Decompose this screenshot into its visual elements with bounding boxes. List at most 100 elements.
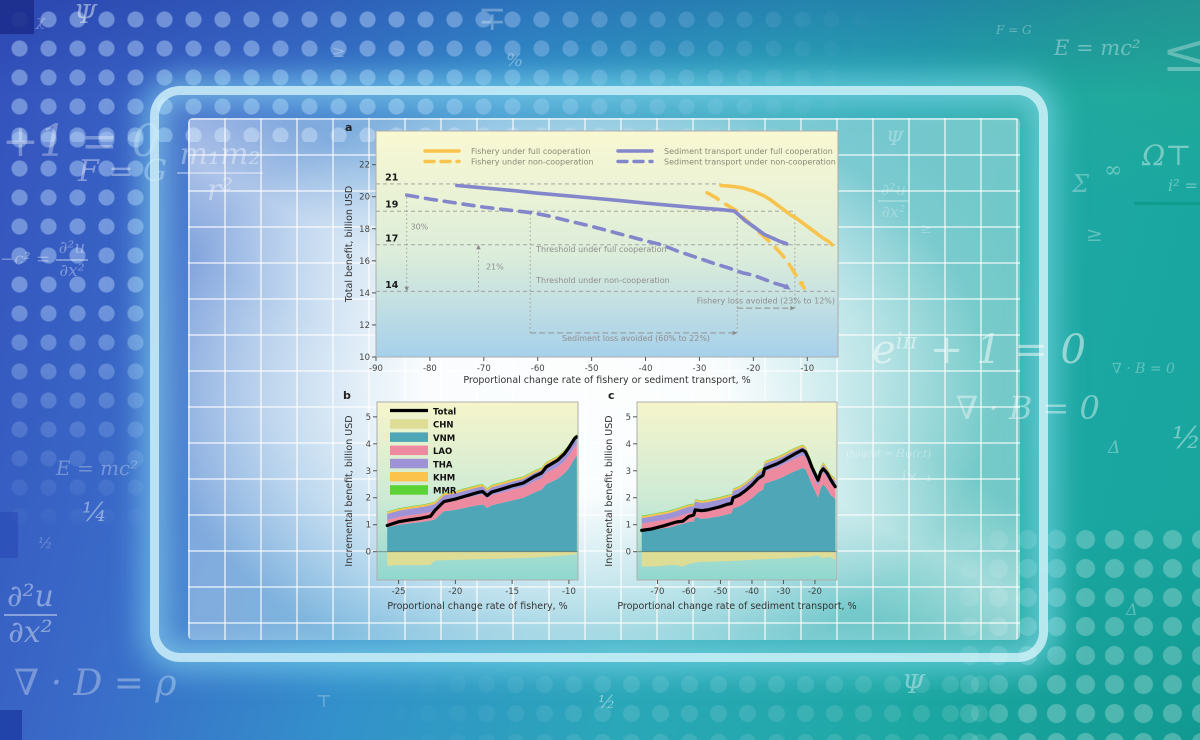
x-axis-label: Proportional change rate of sediment tra… xyxy=(617,601,856,612)
svg-text:-30: -30 xyxy=(777,587,791,597)
svg-text:THA: THA xyxy=(433,460,453,470)
svg-text:Fishery under non-cooperation: Fishery under non-cooperation xyxy=(471,158,594,167)
y-axis-label: Incremental benefit, billion USD xyxy=(604,415,615,566)
legend: Fishery under full cooperation Fishery un… xyxy=(423,147,836,167)
svg-text:12: 12 xyxy=(359,321,370,331)
svg-text:-10: -10 xyxy=(800,364,814,374)
panel-c-chart: -70 -60 -50 -40 -30 -20 0 1 2 3 4 5 Proportional cha… xyxy=(604,401,857,612)
y-axis-label: Incremental benefit, billion USD xyxy=(344,415,355,566)
annotation: Sediment loss avoided (60% to 22%) xyxy=(562,334,710,343)
math-formula: Δ xyxy=(1126,600,1138,619)
math-formula: i² = −1 xyxy=(1168,176,1200,195)
svg-text:-40: -40 xyxy=(639,364,653,374)
series-sediment-transport-under-full-cooperation xyxy=(455,183,789,246)
math-formula: % xyxy=(506,50,524,71)
panel-b-chart: Total CHN VNM LAO THA KHM MMR -25 -20 -15 -10 0 1 2 3 4… xyxy=(344,401,579,612)
math-formula: ∇ · D = ρ xyxy=(14,663,177,704)
math-formula: ½ xyxy=(1172,421,1200,456)
svg-text:-20: -20 xyxy=(746,364,760,374)
math-formula: ≤ xyxy=(1162,28,1200,80)
svg-text:-40: -40 xyxy=(745,587,759,597)
series-sediment-transport-under-non-cooperation xyxy=(404,193,793,292)
panel-a-chart: 21 19 17 14 30% 21% Threshold under full coope… xyxy=(344,130,839,386)
svg-text:-20: -20 xyxy=(448,587,462,597)
svg-text:MMR: MMR xyxy=(433,487,457,497)
threshold-value-label: 14 xyxy=(385,280,399,291)
decor-square xyxy=(0,710,22,740)
svg-text:18: 18 xyxy=(359,225,370,235)
svg-text:Fishery under full cooperation: Fishery under full cooperation xyxy=(471,147,591,156)
svg-text:Sediment transport under full: Sediment transport under full cooperatio… xyxy=(664,147,833,156)
svg-text:-80: -80 xyxy=(423,364,437,374)
svg-text:4: 4 xyxy=(366,440,371,450)
svg-text:-50: -50 xyxy=(714,587,728,597)
svg-text:-10: -10 xyxy=(562,587,576,597)
plot-border xyxy=(376,401,579,581)
svg-text:14: 14 xyxy=(359,289,370,299)
decor-square xyxy=(0,512,18,558)
svg-text:22: 22 xyxy=(359,161,370,171)
panel-label-b: b xyxy=(343,389,351,402)
legend: Total CHN VNM LAO THA KHM MMR xyxy=(390,408,457,497)
area-chn xyxy=(387,551,577,566)
svg-text:2: 2 xyxy=(366,494,371,504)
decor-line xyxy=(1134,202,1200,205)
annotation: 21% xyxy=(486,263,504,272)
series-fishery-under-full-cooperation xyxy=(719,183,834,247)
svg-text:-60: -60 xyxy=(682,587,696,597)
area-tha xyxy=(387,436,577,520)
math-formula: ⊤ xyxy=(316,692,332,712)
panel-label-c: c xyxy=(608,389,615,402)
svg-text:LAO: LAO xyxy=(433,447,452,457)
math-formula: ∇ · B = 0 xyxy=(1112,361,1175,377)
math-formula: −c² = ∂²u ∂x² xyxy=(0,240,89,280)
svg-text:2: 2 xyxy=(626,494,631,504)
panel-label-a: a xyxy=(345,121,353,134)
svg-text:1: 1 xyxy=(626,521,631,531)
math-formula: ∓ xyxy=(478,0,507,39)
threshold-value-label: 17 xyxy=(385,233,398,244)
x-axis-label: Proportional change rate of fishery, % xyxy=(387,601,567,612)
svg-text:Sediment transport under non-c: Sediment transport under non-cooperation xyxy=(664,158,836,167)
dot-pattern-left xyxy=(0,120,150,540)
svg-text:-20: -20 xyxy=(808,587,822,597)
dot-pattern-bottom xyxy=(380,665,1000,740)
svg-text:0: 0 xyxy=(626,548,631,558)
math-formula: E = mc² xyxy=(56,456,139,480)
svg-text:Total: Total xyxy=(433,408,456,418)
area-tha xyxy=(641,447,836,524)
plot-border xyxy=(375,130,839,358)
svg-text:3: 3 xyxy=(366,467,371,477)
math-formula: χ xyxy=(36,12,46,30)
svg-text:-50: -50 xyxy=(585,364,599,374)
svg-text:-70: -70 xyxy=(477,364,491,374)
math-formula: ∞ xyxy=(1104,158,1123,183)
svg-text:3: 3 xyxy=(626,467,631,477)
series-total xyxy=(385,435,579,528)
svg-text:5: 5 xyxy=(626,413,631,423)
math-formula: Σ xyxy=(1072,170,1089,198)
area-vnm xyxy=(641,468,836,552)
svg-text:-90: -90 xyxy=(369,364,383,374)
annotation: Fishery loss avoided (23% to 12%) xyxy=(697,296,835,305)
math-formula: Ω⊤ xyxy=(1142,139,1192,172)
math-formula: ≥ xyxy=(332,42,346,61)
svg-text:20: 20 xyxy=(359,193,370,203)
svg-text:-70: -70 xyxy=(651,587,665,597)
svg-text:-30: -30 xyxy=(693,364,707,374)
math-formula: ¼ xyxy=(82,498,108,528)
math-formula: Ψ xyxy=(902,670,925,700)
math-formula: ∂²u ∂x² xyxy=(4,582,57,648)
math-formula: F = G xyxy=(996,23,1032,37)
math-formula: Δ xyxy=(1108,438,1121,458)
svg-text:KHM: KHM xyxy=(433,474,455,484)
svg-text:CHN: CHN xyxy=(433,421,453,431)
decor-square xyxy=(0,0,34,34)
plot-background xyxy=(376,131,838,357)
math-formula: +1 = 0 xyxy=(2,116,160,167)
svg-text:0: 0 xyxy=(366,548,371,558)
area-chn xyxy=(641,551,836,567)
annotation: Threshold under non-cooperation xyxy=(535,276,670,285)
area-lao xyxy=(641,455,836,532)
